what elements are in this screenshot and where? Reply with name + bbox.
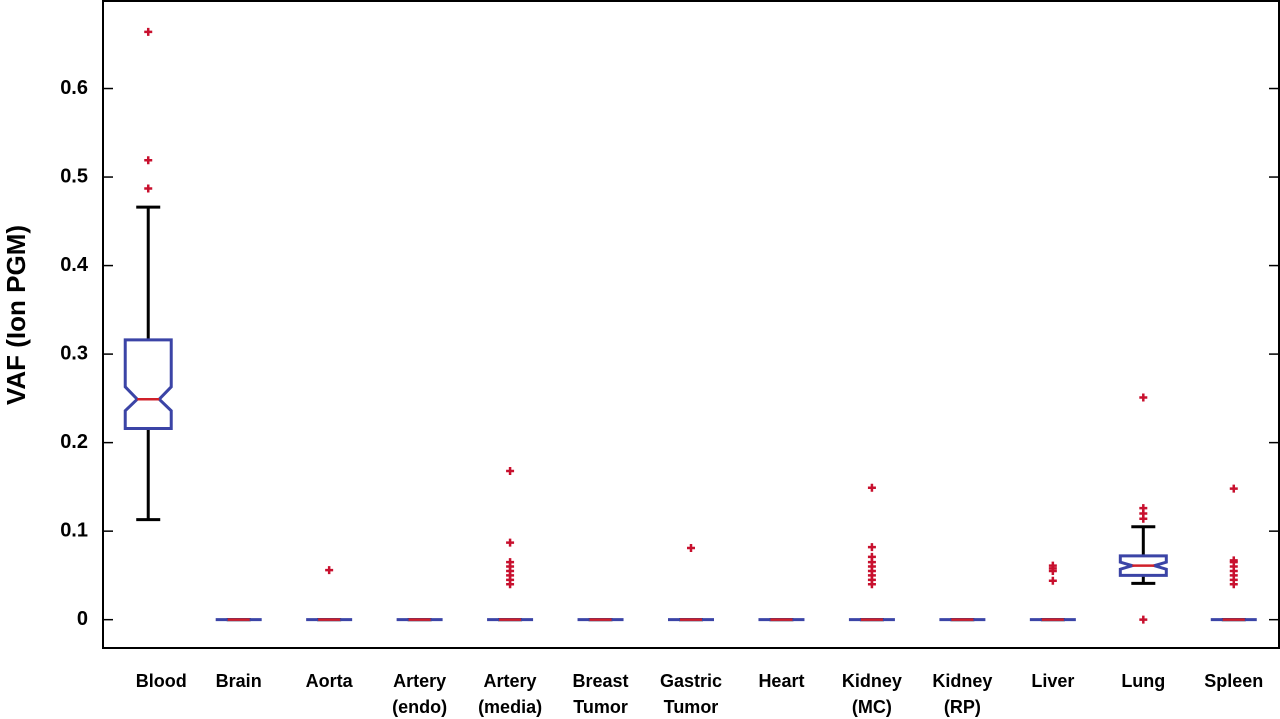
outlier: [506, 538, 515, 547]
x-tick-label: Spleen: [1204, 671, 1263, 691]
outlier: [1139, 615, 1148, 624]
plot-frame: [102, 0, 1280, 649]
y-tick-label: 0.5: [60, 165, 88, 187]
y-tick-label: 0: [77, 608, 88, 630]
x-tick-label: (RP): [944, 697, 981, 717]
outlier: [1048, 566, 1057, 575]
outlier: [144, 184, 153, 193]
x-tick-label: Liver: [1031, 671, 1074, 691]
x-tick-label: Lung: [1121, 671, 1165, 691]
outlier: [506, 580, 515, 589]
x-tick-label: Tumor: [573, 697, 628, 717]
x-tick-label: Tumor: [664, 697, 719, 717]
y-tick-label: 0.6: [60, 77, 88, 99]
y-tick-label: 0.3: [60, 342, 88, 364]
y-axis-label: VAF (Ion PGM): [1, 225, 31, 405]
outlier: [867, 543, 876, 552]
outlier: [144, 27, 153, 36]
outlier: [867, 483, 876, 492]
y-tick-label: 0.2: [60, 431, 88, 453]
outlier: [687, 543, 695, 552]
x-tick-label: (media): [478, 697, 542, 717]
x-tick-label: Artery: [393, 671, 446, 691]
outlier: [325, 566, 334, 575]
x-tick-label: Artery: [484, 671, 537, 691]
x-tick-label: Kidney: [932, 671, 992, 691]
y-tick-label: 0.4: [60, 254, 89, 276]
outlier: [506, 466, 515, 475]
x-tick-label: Kidney: [842, 671, 902, 691]
x-tick-label: Blood: [136, 671, 187, 691]
x-tick-label: Gastric: [660, 671, 722, 691]
outlier: [144, 156, 153, 165]
outlier: [1139, 514, 1148, 523]
x-tick-label: (endo): [392, 697, 447, 717]
x-tick-label: (MC): [852, 697, 892, 717]
outlier: [1048, 576, 1057, 585]
x-tick-label: Aorta: [306, 671, 354, 691]
outlier: [867, 580, 876, 589]
box: [1118, 554, 1168, 577]
y-tick-label: 0.1: [60, 519, 88, 541]
outlier: [1229, 484, 1238, 493]
box: [123, 338, 173, 430]
x-tick-label: Heart: [758, 671, 804, 691]
outlier: [1229, 580, 1238, 589]
outlier: [1139, 393, 1148, 402]
x-tick-label: Brain: [216, 671, 262, 691]
x-tick-label: Breast: [573, 671, 629, 691]
